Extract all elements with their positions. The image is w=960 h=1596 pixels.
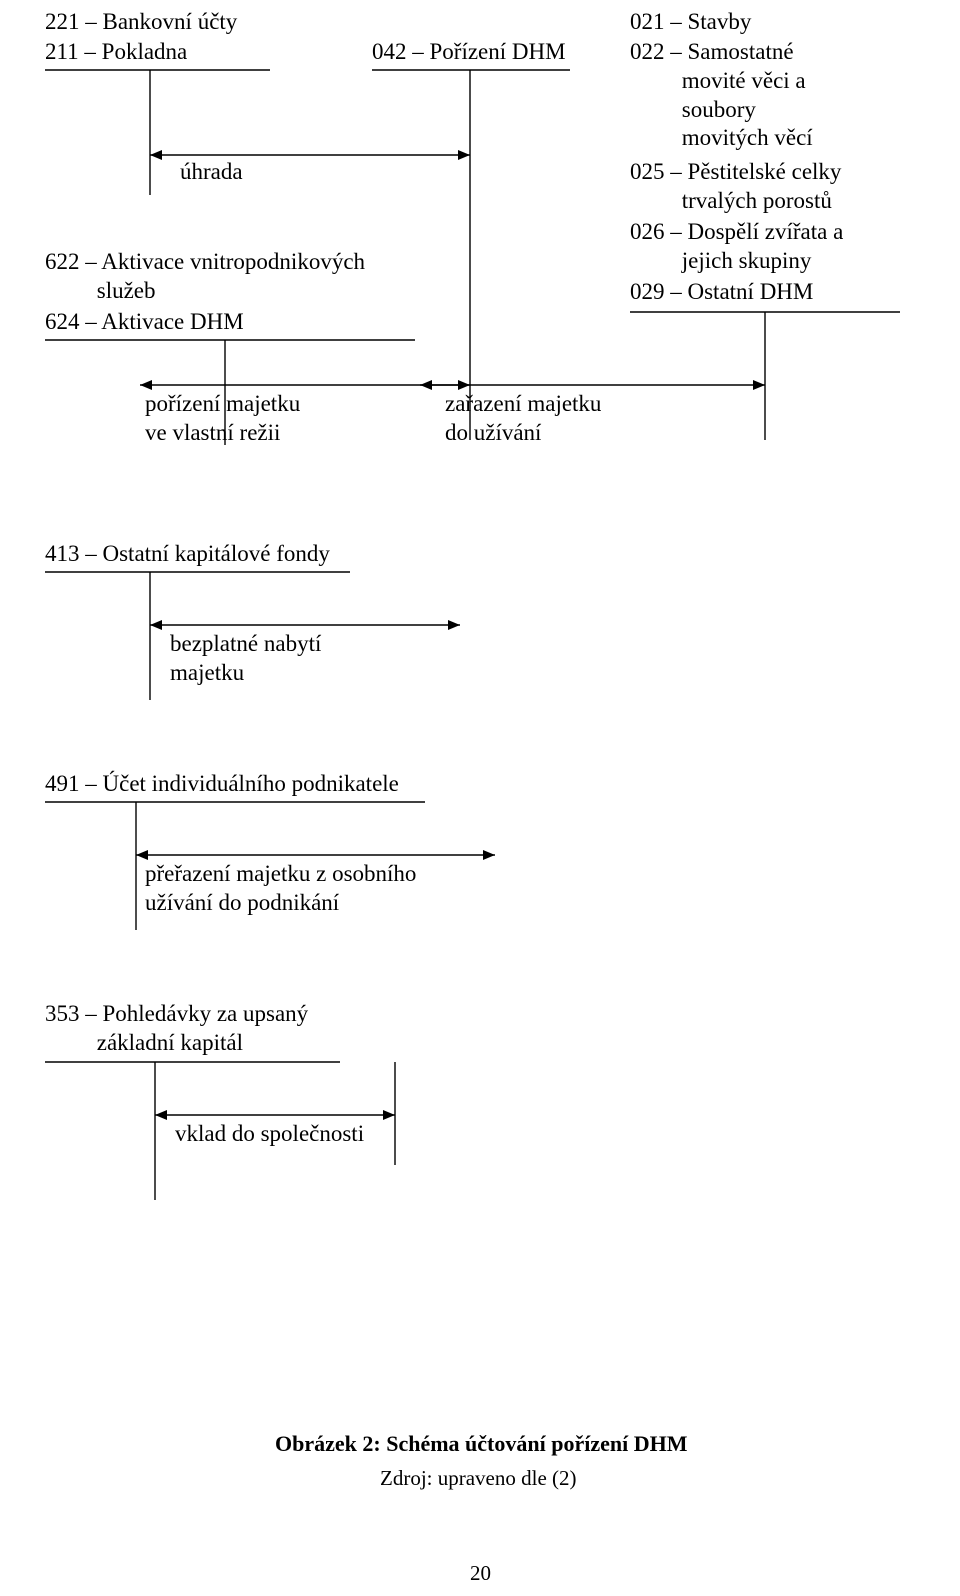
label-zarazeni: zařazení majetku do užívání <box>445 390 601 448</box>
figure-caption: Obrázek 2: Schéma účtování pořízení DHM <box>275 1430 687 1458</box>
label-026: 026 – Dospělí zvířata a jejich skupiny <box>630 218 843 276</box>
label-622: 622 – Aktivace vnitropodnikových služeb <box>45 248 365 306</box>
label-porizeni: pořízení majetku ve vlastní režii <box>145 390 300 448</box>
label-211: 211 – Pokladna <box>45 38 187 67</box>
page: 221 – Bankovní účty 211 – Pokladna 042 –… <box>0 0 960 1596</box>
label-022: 022 – Samostatné movité věci a soubory m… <box>630 38 813 153</box>
label-042: 042 – Pořízení DHM <box>372 38 566 67</box>
label-029: 029 – Ostatní DHM <box>630 278 813 307</box>
label-021: 021 – Stavby <box>630 8 751 37</box>
page-number: 20 <box>470 1560 491 1586</box>
label-025: 025 – Pěstitelské celky trvalých porostů <box>630 158 841 216</box>
label-353: 353 – Pohledávky za upsaný základní kapi… <box>45 1000 308 1058</box>
figure-source: Zdroj: upraveno dle (2) <box>380 1465 577 1491</box>
label-uhrada: úhrada <box>180 158 243 187</box>
label-prerazeni: přeřazení majetku z osobního užívání do … <box>145 860 416 918</box>
label-491: 491 – Účet individuálního podnikatele <box>45 770 399 799</box>
label-221: 221 – Bankovní účty <box>45 8 237 37</box>
label-vklad: vklad do společnosti <box>175 1120 364 1149</box>
label-bezplatne: bezplatné nabytí majetku <box>170 630 321 688</box>
label-624: 624 – Aktivace DHM <box>45 308 244 337</box>
label-413: 413 – Ostatní kapitálové fondy <box>45 540 330 569</box>
